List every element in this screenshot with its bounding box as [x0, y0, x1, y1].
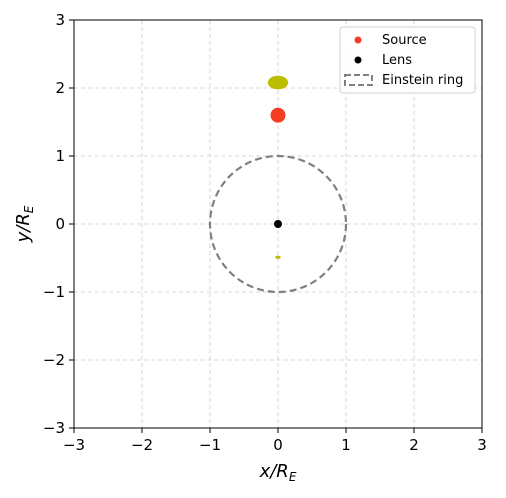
y-tick-label: 2: [55, 79, 65, 97]
lensed-image-1: [267, 75, 289, 90]
legend-ring-label: Einstein ring: [382, 73, 463, 88]
legend-source-label: Source: [382, 33, 427, 48]
x-tick-label: 0: [273, 436, 283, 454]
legend-source-marker: [354, 36, 362, 44]
x-tick-label: 2: [409, 436, 419, 454]
chart-marks: [267, 75, 289, 260]
y-tick-label: −2: [43, 351, 65, 369]
y-tick-label: 3: [55, 11, 65, 29]
einstein-ring-layer: [208, 154, 348, 294]
y-tick-label: −3: [43, 419, 65, 437]
lens-point: [274, 220, 282, 228]
x-tick-label: −2: [131, 436, 153, 454]
x-tick-label: −1: [199, 436, 221, 454]
y-tick-label: −1: [43, 283, 65, 301]
legend: Source Lens Einstein ring: [339, 26, 476, 94]
y-axis-label: y/RE: [13, 205, 36, 243]
x-axis-label: x/RE: [259, 461, 297, 484]
source-point: [270, 107, 286, 123]
lensed-image-2: [275, 255, 281, 260]
x-tick-label: −3: [63, 436, 85, 454]
einstein-ring: [208, 154, 348, 294]
legend-lens-marker: [354, 56, 362, 64]
y-tick-label: 0: [55, 215, 65, 233]
legend-box: [339, 26, 476, 94]
legend-ring-marker: [344, 74, 373, 86]
y-tick-label: 1: [55, 147, 65, 165]
legend-lens-label: Lens: [382, 53, 412, 68]
axis-ticks: −3 −2 −1 0 1 2 3 −3 −2 −1 0 1 2 3: [43, 11, 487, 454]
x-tick-label: 3: [477, 436, 487, 454]
x-tick-label: 1: [341, 436, 351, 454]
